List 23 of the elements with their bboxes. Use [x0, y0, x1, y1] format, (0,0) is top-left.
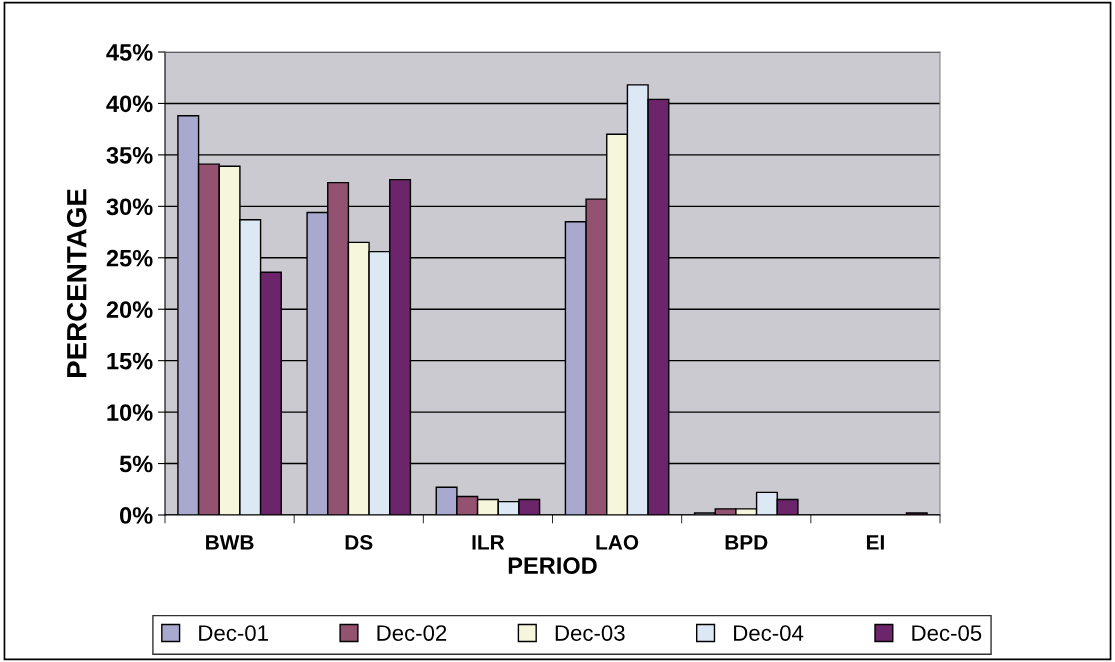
legend-label: Dec-04 — [734, 625, 804, 641]
x-tick-label: ILR — [472, 535, 505, 550]
y-tick-label: 20% — [106, 301, 153, 319]
y-axis-title: PERCENTAGE — [66, 189, 87, 378]
y-tick-label: 40% — [106, 95, 153, 113]
legend-label: Dec-05 — [912, 625, 982, 641]
x-axis-title: PERIOD — [508, 557, 597, 574]
y-tick-label: 25% — [106, 249, 153, 267]
y-tick-label: 30% — [106, 198, 153, 216]
x-tick-label: DS — [345, 534, 373, 550]
y-tick-label: 35% — [106, 146, 153, 164]
x-tick-label: BPD — [725, 535, 768, 550]
y-tick-label: 5% — [119, 455, 153, 473]
y-tick-label: 10% — [107, 404, 153, 421]
legend-label: Dec-01 — [199, 625, 268, 641]
y-tick-label: 15% — [107, 352, 153, 370]
y-tick-label: 45% — [106, 44, 153, 61]
legend-label: Dec-02 — [377, 625, 447, 641]
legend-label: Dec-03 — [555, 625, 625, 641]
x-tick-label: BWB — [206, 535, 254, 550]
x-tick-label: EI — [866, 535, 884, 550]
x-tick-label: LAO — [596, 534, 639, 550]
y-tick-label: 0% — [120, 507, 153, 524]
